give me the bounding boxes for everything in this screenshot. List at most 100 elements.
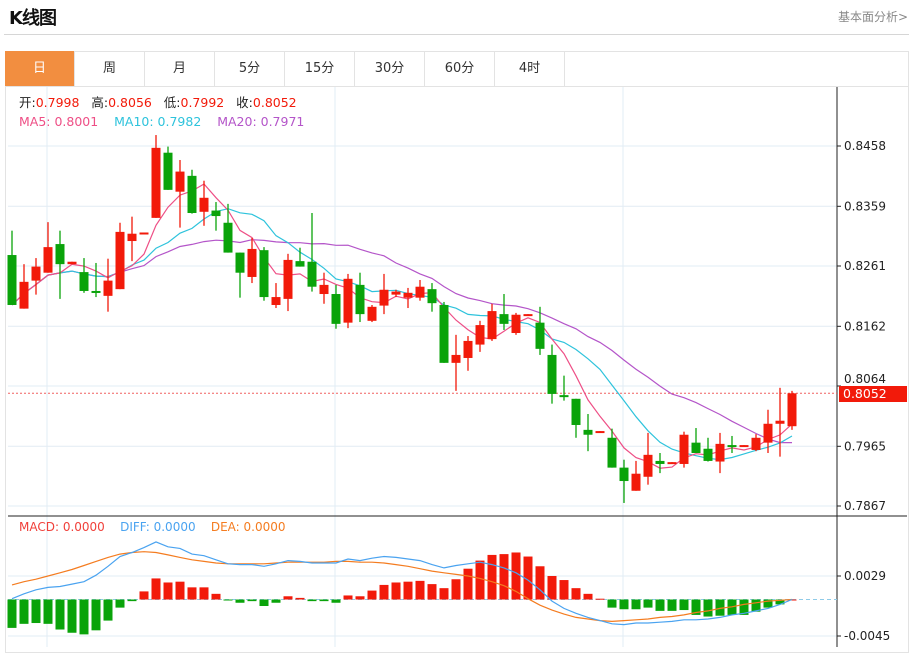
macd-bar [679,599,689,611]
open-label: 开: [19,95,36,110]
macd-bar [319,599,329,602]
candle-down [307,261,317,287]
macd-bar [403,581,413,600]
candle-up [739,445,749,448]
tab-month[interactable]: 月 [145,51,215,86]
macd-bar [379,584,389,600]
candle-up [247,248,257,277]
macd-bar [79,599,89,635]
tab-4hour[interactable]: 4时 [495,51,565,86]
tab-30min[interactable]: 30分 [355,51,425,86]
price-tick-label: 0.8359 [844,199,886,213]
tab-15min[interactable]: 15分 [285,51,355,86]
macd-bar [7,599,17,628]
candle-up [367,306,377,321]
macd-bar [487,554,497,600]
candle-up [715,443,725,462]
dea-line [11,551,793,623]
macd-bar [331,599,341,603]
candle-up [679,434,689,464]
candle-up [511,314,521,334]
macd-bar [475,560,485,600]
candle-up [595,431,605,434]
candle-up [751,437,761,450]
candle-up [19,281,29,309]
candle-down [559,395,569,398]
candle-up [403,292,413,298]
ma5-value: MA5: 0.8001 [19,114,99,129]
macd-bar [583,593,593,600]
price-tick-label: 0.7965 [844,439,886,453]
macd-bar [775,599,785,605]
tab-60min[interactable]: 60分 [425,51,495,86]
macd-tick-label: -0.0045 [844,629,890,643]
candle-up [115,231,125,290]
macd-bar [283,596,293,600]
macd-bar [103,599,113,621]
candle-up [31,266,41,281]
macd-bar [55,599,65,630]
tab-week[interactable]: 周 [75,51,145,86]
macd-bar [163,582,173,600]
macd-bar [655,599,665,611]
candle-up [667,462,677,465]
macd-value: MACD: 0.0000 [19,520,105,534]
page-title: K线图 [9,8,57,29]
ma20-line [11,239,792,444]
macd-bar [667,599,677,611]
macd-bar [763,599,773,608]
close-value: 0.8052 [252,95,297,110]
candle-up [343,278,353,323]
macd-bar [67,599,77,633]
macd-bar [295,597,305,600]
macd-bar [187,587,197,600]
candle-up [175,171,185,192]
candle-down [727,445,737,448]
low-label: 低: [163,95,181,110]
macd-bar [259,599,269,606]
macd-bar [511,552,521,600]
candle-up [391,291,401,295]
candle-down [235,252,245,273]
candle-down [499,314,509,324]
macd-bar [247,599,257,602]
candle-up [523,314,533,317]
fundamental-analysis-link[interactable]: 基本面分析> [837,10,908,24]
header-divider [4,34,909,35]
candle-up [271,297,281,305]
period-tabs: 日 周 月 5分 15分 30分 60分 4时 [5,51,908,87]
macd-bar [391,582,401,600]
ma-legend: MA5: 0.8001 MA10: 0.7982 MA20: 0.7971 [19,114,304,129]
candle-up [103,280,113,296]
macd-bar [271,599,281,603]
candle-up [379,289,389,306]
tab-day[interactable]: 日 [5,51,75,86]
macd-bar [367,590,377,600]
ma5-line [11,183,793,469]
macd-bar [43,599,53,624]
candle-down [295,261,305,267]
ma10-line [11,208,793,461]
macd-bar [127,599,137,602]
macd-bar [703,599,713,617]
macd-bar [691,599,701,615]
macd-bar [211,593,221,600]
macd-bar [463,568,473,600]
diff-value: DIFF: 0.0000 [120,520,196,534]
candle-up [463,340,473,358]
candle-down [535,322,545,349]
candle-down [163,152,173,190]
macd-bar [31,599,41,624]
macd-bar [751,599,761,612]
tab-5min[interactable]: 5分 [215,51,285,86]
macd-bar [223,599,233,601]
macd-bar [499,554,509,600]
macd-bar [715,599,725,616]
price-tick-label: 0.8162 [844,319,886,333]
close-label: 收: [236,95,253,110]
macd-bar [415,580,425,600]
macd-bar [427,584,437,600]
macd-bar [739,599,749,615]
candle-up [775,420,785,424]
